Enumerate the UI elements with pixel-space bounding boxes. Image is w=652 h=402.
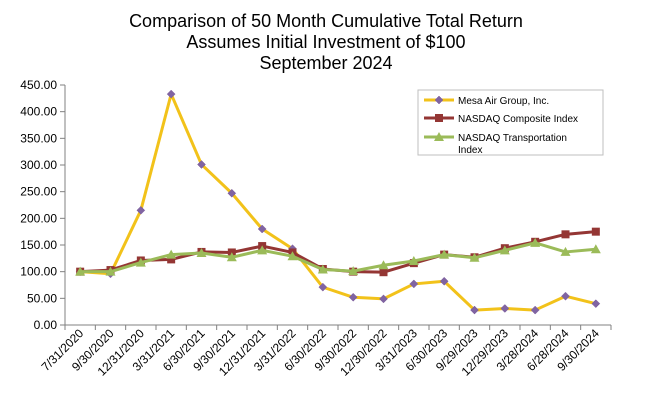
series-line (80, 230, 596, 274)
data-point (318, 282, 328, 292)
data-point (197, 160, 206, 169)
y-tick-label: 400.00 (20, 105, 57, 119)
chart-title-line-1: Comparison of 50 Month Cumulative Total … (129, 11, 523, 31)
data-point (135, 257, 146, 267)
y-tick-label: 450.00 (20, 78, 57, 92)
data-point (227, 188, 237, 198)
chart-title-line-2: Assumes Initial Investment of $100 (186, 32, 466, 52)
series-nasdaq-transportation-index (75, 237, 601, 276)
data-point (105, 266, 116, 276)
data-point (560, 246, 571, 256)
data-point (591, 227, 600, 236)
y-tick-label: 50.00 (27, 291, 57, 305)
data-point (530, 237, 541, 247)
data-point (317, 264, 328, 274)
y-tick-label: 300.00 (20, 158, 57, 172)
legend-marker (435, 114, 443, 122)
series-line (80, 241, 596, 274)
y-tick-label: 350.00 (20, 131, 57, 145)
data-point (590, 244, 601, 254)
legend-label: Mesa Air Group, Inc. (458, 96, 549, 107)
legend-marker (434, 132, 444, 141)
legend-label: NASDAQ Transportation Index (458, 133, 567, 156)
series-line (80, 92, 597, 312)
data-point (561, 291, 570, 301)
data-point (409, 279, 419, 289)
legend-label: NASDAQ Composite Index (458, 114, 578, 125)
chart-title-line-3: September 2024 (259, 53, 393, 73)
data-point (226, 252, 237, 262)
data-point (348, 292, 358, 302)
data-point (470, 305, 479, 315)
data-point (439, 276, 449, 286)
data-point (500, 304, 510, 313)
series-mesa-air-group-inc (75, 89, 601, 315)
y-tick-label: 100.00 (20, 265, 57, 279)
data-point (287, 251, 298, 261)
data-point (75, 266, 86, 276)
data-point (167, 255, 176, 264)
data-point (439, 249, 450, 259)
data-point (530, 305, 540, 315)
data-point (348, 266, 359, 276)
data-point (469, 252, 480, 262)
data-point (591, 299, 601, 309)
y-tick-label: 150.00 (20, 238, 57, 252)
data-point (408, 256, 419, 265)
y-tick-label: 0.00 (34, 318, 58, 332)
y-tick-label: 250.00 (20, 185, 57, 199)
data-point (196, 248, 207, 257)
data-point (257, 224, 267, 234)
data-point (136, 205, 146, 215)
data-point (257, 245, 268, 255)
data-point (499, 245, 510, 255)
y-tick-label: 200.00 (20, 211, 57, 225)
data-point (378, 260, 389, 270)
data-point (561, 230, 570, 239)
data-point (166, 89, 176, 99)
data-point (379, 268, 388, 277)
data-point (166, 249, 177, 259)
data-point (379, 294, 388, 304)
legend-marker (434, 95, 444, 105)
